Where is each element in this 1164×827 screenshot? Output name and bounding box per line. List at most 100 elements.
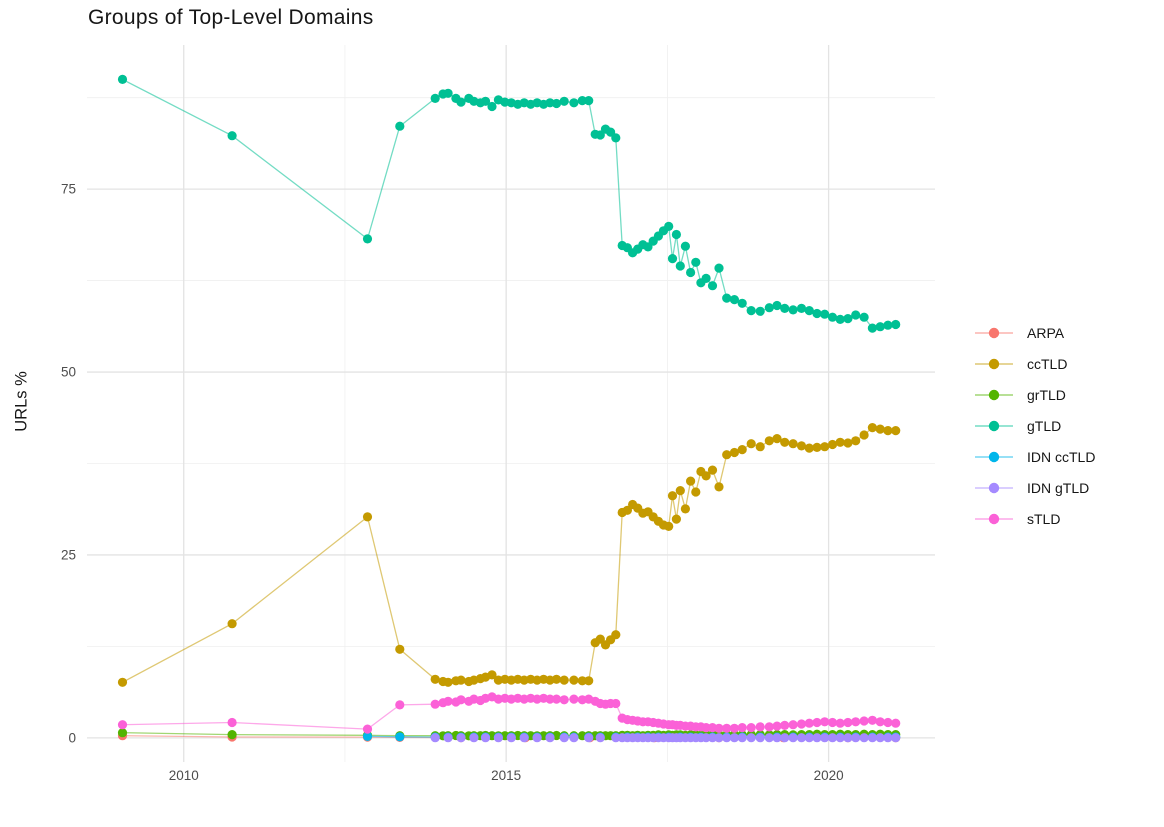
data-point-stld (764, 722, 774, 732)
data-point-gtld (714, 263, 724, 273)
data-point-stld (362, 724, 373, 734)
x-tick-label: 2020 (814, 768, 844, 783)
legend-key-dot-grtld (988, 389, 1000, 401)
data-point-cctld (827, 439, 838, 450)
data-point-idn-gtld (506, 733, 516, 743)
data-point-idn-gtld (722, 733, 732, 743)
data-point-cctld (875, 424, 885, 434)
data-point-gtld (117, 74, 128, 84)
data-point-cctld (680, 504, 691, 514)
data-point-cctld (859, 430, 869, 440)
data-point-gtld (746, 306, 756, 316)
data-point-gtld (611, 133, 621, 143)
data-point-idn-gtld (859, 733, 869, 743)
data-point-gtld (883, 320, 893, 330)
data-point-cctld (812, 442, 822, 452)
data-point-stld (729, 723, 740, 733)
data-point-gtld (772, 300, 782, 311)
data-point-stld (714, 723, 724, 733)
data-point-idn-gtld (737, 733, 747, 743)
data-point-idn-gtld (827, 733, 838, 743)
legend-key-dot-cctld (988, 358, 1000, 370)
data-point-idn-gtld (469, 733, 479, 743)
data-point-gtld (827, 312, 838, 322)
data-point-cctld (804, 443, 814, 453)
data-point-gtld (675, 261, 685, 271)
data-point-stld (812, 717, 822, 728)
data-point-idn-gtld (584, 733, 594, 743)
data-point-stld (395, 700, 405, 710)
data-point-stld (772, 721, 782, 731)
data-point-stld (551, 694, 562, 704)
series-line-gtld (122, 78, 896, 329)
data-point-stld (443, 696, 453, 706)
x-tick-label: 2015 (491, 768, 521, 783)
legend-key-dot-idn-cctld (988, 451, 1000, 463)
data-point-cctld (559, 675, 569, 685)
data-point-cctld (788, 439, 798, 449)
data-point-stld (737, 723, 747, 733)
data-point-cctld (796, 441, 807, 451)
data-point-stld (569, 694, 579, 704)
data-point-idn-gtld (532, 733, 542, 743)
legend-key-dot-arpa (988, 327, 1000, 339)
data-point-idn-cctld (395, 732, 405, 742)
data-point-gtld (559, 96, 569, 106)
data-point-gtld (804, 306, 814, 316)
data-point-stld (788, 720, 798, 730)
data-point-gtld (395, 121, 405, 131)
y-tick-label: 50 (61, 365, 76, 380)
data-point-idn-gtld (820, 733, 830, 743)
data-point-cctld (611, 630, 621, 640)
data-point-gtld (227, 131, 237, 141)
data-point-stld (796, 719, 807, 729)
data-point-cctld (395, 644, 405, 654)
data-point-idn-gtld (851, 733, 861, 743)
data-point-cctld (737, 445, 747, 455)
data-point-gtld (764, 303, 774, 313)
data-point-cctld (772, 434, 782, 444)
data-point-stld (701, 723, 711, 733)
data-point-cctld (843, 438, 853, 448)
data-point-idn-gtld (480, 733, 491, 743)
legend-label-cctld: ccTLD (1027, 356, 1067, 372)
data-point-gtld (569, 98, 579, 108)
data-point-cctld (714, 482, 724, 492)
data-point-idn-gtld (701, 733, 711, 743)
legend-label-grtld: grTLD (1027, 387, 1066, 403)
data-point-cctld (577, 676, 587, 686)
data-point-gtld (487, 101, 497, 112)
data-point-gtld (796, 303, 807, 313)
data-point-gtld (551, 98, 562, 109)
data-point-stld (835, 718, 845, 728)
data-point-cctld (487, 670, 497, 680)
data-point-stld (746, 723, 756, 733)
data-point-gtld (891, 319, 901, 330)
data-point-cctld (667, 491, 678, 501)
data-point-gtld (680, 241, 691, 251)
data-point-stld (891, 718, 901, 728)
data-point-cctld (686, 476, 696, 486)
data-point-cctld (117, 677, 128, 687)
data-point-idn-gtld (867, 733, 878, 743)
data-point-cctld (722, 450, 732, 460)
data-point-gtld (729, 295, 740, 305)
data-point-idn-gtld (729, 733, 740, 743)
data-point-idn-gtld (519, 733, 529, 743)
data-point-idn-gtld (559, 733, 569, 743)
x-tick-label: 2010 (169, 768, 199, 783)
data-point-gtld (701, 273, 711, 283)
data-point-stld (430, 699, 440, 709)
data-point-idn-gtld (456, 733, 466, 743)
data-point-gtld (691, 257, 701, 267)
data-point-gtld (667, 254, 678, 264)
data-point-cctld (443, 677, 453, 687)
data-point-gtld (595, 130, 605, 140)
data-point-gtld (664, 221, 674, 231)
data-point-idn-gtld (545, 733, 555, 743)
data-point-stld (559, 695, 569, 705)
data-point-stld (827, 717, 838, 728)
data-point-gtld (671, 229, 682, 240)
y-tick-label: 75 (61, 182, 76, 197)
